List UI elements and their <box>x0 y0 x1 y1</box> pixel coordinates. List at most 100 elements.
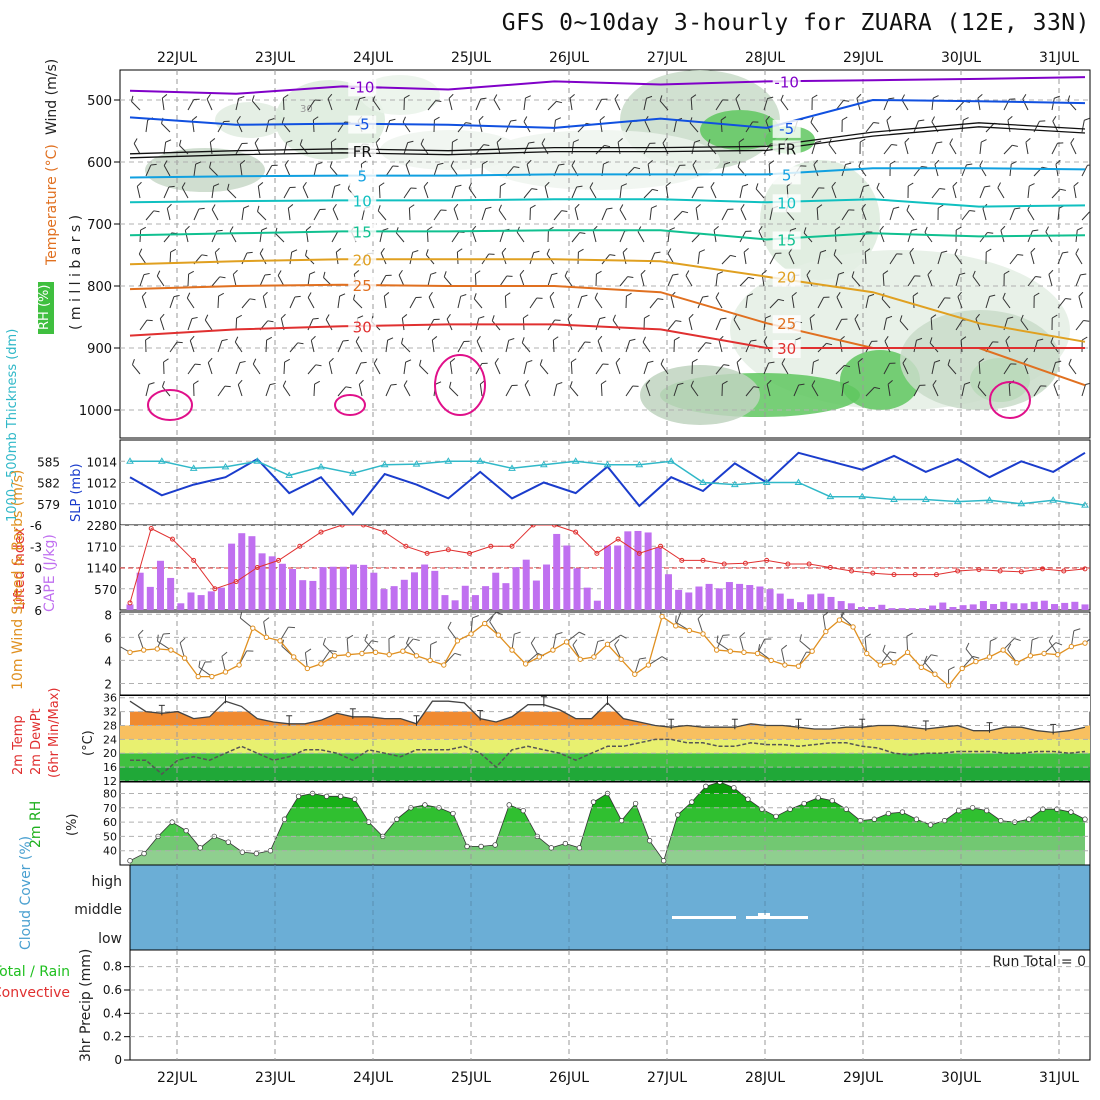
thickness-marker <box>444 457 453 464</box>
temp-tick-label: 24 <box>103 733 117 746</box>
lifted-index-marker <box>997 568 1003 574</box>
wind-barb-shaft <box>589 187 597 199</box>
wind-barb-shaft <box>383 296 387 309</box>
wind-barb-shaft <box>307 364 317 375</box>
lifted-index-marker <box>742 560 748 566</box>
wind-barb <box>625 292 632 309</box>
wind-barb <box>1002 292 1011 309</box>
wind-barb-shaft <box>496 142 501 155</box>
wind-barb-shaft <box>553 384 558 397</box>
wind-barb-flag <box>1085 382 1090 386</box>
wind-barb-shaft <box>161 123 171 133</box>
wind-barb <box>909 247 915 265</box>
wind-barb-shaft <box>793 384 800 397</box>
wind-barb-shaft <box>972 275 981 287</box>
wind10-speed-marker <box>864 650 870 657</box>
wind-barb-shaft <box>625 340 631 353</box>
wind-barb-shaft <box>187 99 195 111</box>
wind-barb <box>211 276 226 287</box>
lifted-index-marker <box>254 565 260 570</box>
wind-barb-shaft <box>763 318 766 331</box>
wind-barb <box>594 292 603 309</box>
wind-barb-flag <box>423 181 429 187</box>
wind-barb <box>282 94 289 111</box>
wind-barb-shaft <box>619 186 622 199</box>
wind-barb-flag <box>879 225 884 232</box>
wind-barb-flag <box>972 270 976 277</box>
wind-barb-flag <box>833 249 837 256</box>
wind-barb-shaft <box>889 253 897 265</box>
wind-barb-shaft <box>331 231 339 243</box>
wind-barb <box>640 269 646 287</box>
wind-barb-shaft <box>385 340 389 353</box>
wind-barb-shaft <box>817 297 825 309</box>
wind-barb-flag <box>914 275 921 277</box>
wind-barb-flag <box>594 292 598 299</box>
wind-barb <box>595 363 609 375</box>
wind-barb-flag <box>694 139 701 143</box>
wind-barb <box>835 271 845 287</box>
rh-area <box>127 782 1088 865</box>
wind-barb-shaft <box>211 276 221 287</box>
wind-barb-shaft <box>476 340 483 353</box>
wind-barb <box>600 380 607 397</box>
wind-barb-shaft <box>217 385 226 397</box>
precip-legend-convective: Convective <box>0 985 70 1001</box>
wind-barb-flag <box>735 93 740 100</box>
wind-barb <box>781 358 789 375</box>
wind-barb-shaft <box>409 252 414 265</box>
lifted-index-marker <box>721 561 727 567</box>
wind-barb-shaft <box>193 208 200 221</box>
wind-barb-shaft <box>721 209 729 221</box>
wind-barb-shaft <box>876 187 885 199</box>
wind-barb-flag <box>765 115 770 122</box>
wind-barb <box>739 183 749 199</box>
wind-barb-flag <box>478 316 485 319</box>
wind-barb-flag <box>284 159 289 166</box>
wind-barb-shaft <box>241 298 251 309</box>
wind-barb-shaft <box>906 209 915 221</box>
isotherm-label: 25 <box>353 277 372 295</box>
wind-barb <box>457 294 467 309</box>
wind-barb-shaft <box>835 319 843 331</box>
wind-barb-flag <box>288 204 294 209</box>
wind-barb <box>766 379 772 397</box>
wind-barb-flag <box>361 160 367 165</box>
wind10-barb-flag <box>413 638 420 641</box>
wind-barb-flag <box>204 314 209 321</box>
wind-barb <box>595 316 606 331</box>
cape-bar <box>878 604 886 610</box>
wind-barb-flag <box>964 381 971 385</box>
wind-barb <box>187 316 198 331</box>
wind-barb-shaft <box>949 143 957 155</box>
wind-barb <box>163 160 171 177</box>
wind10-barb-flag <box>597 639 605 642</box>
wind-barb <box>1033 292 1040 309</box>
wind-barb-flag <box>791 292 797 297</box>
wind-barb-flag <box>571 358 577 363</box>
wind-barb <box>899 315 909 331</box>
lifted-index-marker <box>403 543 409 549</box>
wind-barb-shaft <box>217 295 220 309</box>
wind-barb <box>817 296 830 309</box>
cape-tick-label: 1140 <box>86 562 117 576</box>
cloud-axis-label: Cloud Cover (%) <box>18 836 34 950</box>
wind-barb-shaft <box>597 340 603 353</box>
wind-barb-flag <box>674 336 680 341</box>
wind-barb-shaft <box>835 274 839 287</box>
wind-barb-shaft <box>601 208 608 221</box>
wind-barb-shaft <box>809 318 813 331</box>
wind-barb-flag <box>327 93 333 99</box>
wind-barb-shaft <box>1052 120 1059 133</box>
wind-barb-flag <box>271 164 278 167</box>
wind-barb <box>577 294 588 309</box>
lifted-index-marker <box>276 557 282 563</box>
wind-barb-flag <box>659 95 663 102</box>
wind-barb-flag <box>524 379 529 386</box>
thickness-marker <box>826 492 835 500</box>
wind-barb-shaft <box>865 296 869 309</box>
wind10-speed-marker <box>700 631 706 637</box>
wind-barb <box>685 270 693 287</box>
